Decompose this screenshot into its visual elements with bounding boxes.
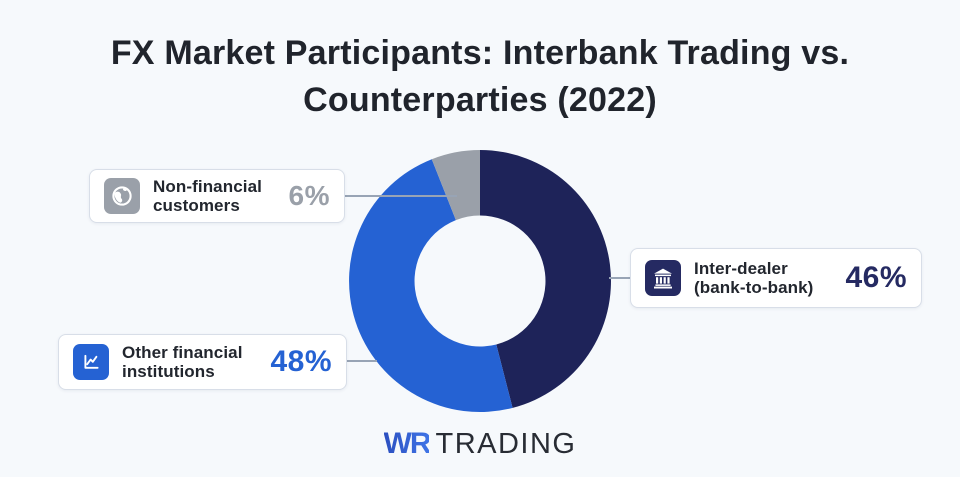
callout-line-inter-dealer — [609, 277, 631, 279]
donut-chart — [349, 150, 611, 412]
brand-logo-wr: WR — [383, 427, 432, 460]
legend-label-line1: Non-financial — [153, 176, 262, 196]
legend-label-line2: (bank-to-bank) — [694, 278, 814, 297]
bank-icon — [645, 260, 681, 296]
line-chart-icon — [73, 344, 109, 380]
legend-value: 6% — [288, 180, 330, 211]
legend-value: 48% — [270, 345, 332, 378]
legend-label: Inter-dealer (bank-to-bank) — [694, 259, 813, 297]
donut-segment-other-financial-institutions — [349, 159, 513, 412]
brand-logo-trading: TRADING — [435, 427, 577, 460]
donut-segment-inter-dealer-bank-to-bank — [480, 150, 611, 408]
legend-label-line1: Inter-dealer — [694, 258, 788, 278]
donut-segment-non-financial-customers — [431, 150, 480, 221]
legend-label-line2: institutions — [122, 362, 215, 381]
legend-card-inter-dealer: Inter-dealer (bank-to-bank) 46% — [630, 248, 922, 308]
callout-line-non-financial — [345, 195, 457, 197]
legend-value: 46% — [845, 261, 907, 294]
callout-line-other-financial — [347, 360, 377, 362]
globe-icon — [104, 178, 140, 214]
legend-card-other-financial-institutions: Other financial institutions 48% — [58, 334, 347, 390]
legend-label: Other financial institutions — [122, 343, 243, 381]
brand-logo: WR TRADING — [0, 424, 960, 464]
legend-label-line1: Other financial — [122, 342, 243, 362]
legend-label: Non-financial customers — [153, 177, 262, 215]
page-title-text: FX Market Participants: Interbank Tradin… — [110, 34, 850, 119]
legend-card-non-financial-customers: Non-financial customers 6% — [89, 169, 345, 223]
page-title: FX Market Participants: Interbank Tradin… — [0, 30, 960, 124]
legend-label-line2: customers — [153, 196, 240, 215]
